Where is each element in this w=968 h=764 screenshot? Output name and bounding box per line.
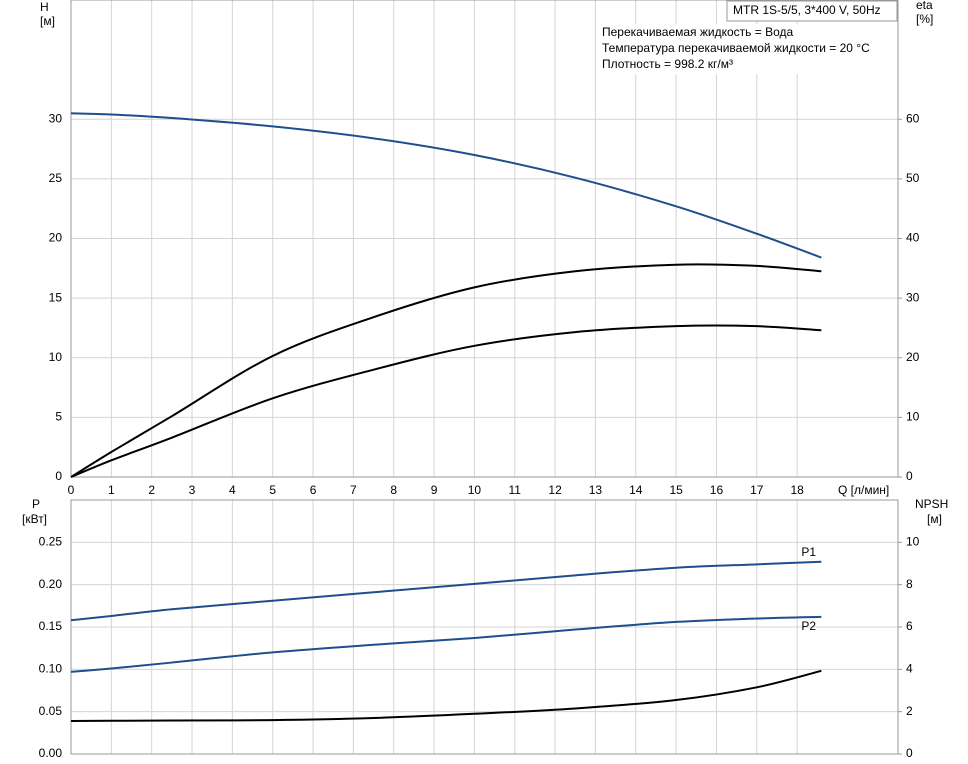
y-tick-label: 0.10 [39, 662, 63, 676]
y2-tick-label: 0 [906, 469, 913, 483]
x-tick-label: 17 [750, 483, 764, 497]
y-tick-label: 10 [49, 350, 63, 364]
annotation: Перекачиваемая жидкость = Вода [602, 25, 794, 39]
x-tick-label: 4 [229, 483, 236, 497]
y2-tick-label: 6 [906, 619, 913, 633]
y-axis-unit: [кВт] [22, 512, 47, 526]
y-axis-label: P [32, 497, 40, 511]
x-tick-label: 0 [68, 483, 75, 497]
y2-tick-label: 2 [906, 704, 913, 718]
x-tick-label: 13 [589, 483, 603, 497]
series-label: P1 [801, 545, 816, 559]
annotation: Плотность = 998.2 кг/м³ [602, 57, 733, 71]
curve [70, 263, 822, 478]
y2-tick-label: 50 [906, 171, 920, 185]
y-tick-label: 0.05 [39, 704, 63, 718]
x-tick-label: 10 [468, 483, 482, 497]
x-tick-label: 5 [269, 483, 276, 497]
curve [70, 560, 822, 622]
y-tick-label: 25 [49, 171, 63, 185]
y-tick-label: 0.00 [39, 746, 63, 760]
x-tick-label: 11 [509, 483, 522, 497]
y2-tick-label: 8 [906, 577, 913, 591]
y-tick-label: 0.20 [39, 577, 63, 591]
x-tick-label: 15 [669, 483, 683, 497]
y2-axis-unit: [м] [927, 512, 942, 526]
y2-axis-label: eta [916, 0, 933, 12]
x-tick-label: 8 [390, 483, 397, 497]
curve [70, 324, 822, 478]
y2-tick-label: 60 [906, 111, 920, 125]
y-tick-label: 20 [49, 231, 63, 245]
y2-tick-label: 30 [906, 290, 920, 304]
y-tick-label: 5 [55, 410, 62, 424]
curve [70, 615, 822, 673]
y-axis-label: H [40, 0, 49, 14]
x-tick-label: 6 [310, 483, 317, 497]
plots: 0 1 2 3 4 5 6 7 8 9 10 11 12 13 14 15 16 17 18051015202530… [39, 0, 920, 760]
x-tick-label: 9 [431, 483, 438, 497]
y2-tick-label: 10 [906, 535, 920, 549]
curve [70, 669, 822, 722]
y2-axis-unit: [%] [916, 12, 933, 26]
x-tick-label: 14 [629, 483, 643, 497]
y2-tick-label: 4 [906, 662, 913, 676]
series-label: P2 [801, 619, 816, 633]
x-tick-label: 18 [790, 483, 804, 497]
y-tick-label: 0 [55, 469, 62, 483]
x-tick-label: 7 [350, 483, 357, 497]
y-tick-label: 30 [49, 111, 63, 125]
x-axis-label: Q [л/мин] [838, 483, 889, 497]
y-tick-label: 0.25 [39, 535, 63, 549]
annotation: Температура перекачиваемой жидкости = 20… [602, 41, 870, 55]
y-axis-unit: [м] [40, 14, 55, 28]
y2-tick-label: 0 [906, 746, 913, 760]
x-tick-label: 1 [108, 483, 115, 497]
curve [70, 112, 822, 259]
y2-tick-label: 20 [906, 350, 920, 364]
y2-axis-label: NPSH [915, 497, 948, 511]
annotation-background [600, 24, 896, 74]
y-tick-label: 0.15 [39, 619, 63, 633]
x-tick-label: 12 [548, 483, 562, 497]
model-box [726, 0, 898, 22]
model-label: MTR 1S-5/5, 3*400 V, 50Hz [733, 3, 881, 17]
y2-tick-label: 40 [906, 231, 920, 245]
plot-frame [70, 0, 899, 478]
y2-tick-label: 10 [906, 410, 920, 424]
plot-frame [70, 499, 899, 755]
x-tick-label: 2 [148, 483, 155, 497]
x-tick-label: 16 [710, 483, 724, 497]
y-tick-label: 15 [49, 290, 63, 304]
x-tick-label: 3 [189, 483, 196, 497]
